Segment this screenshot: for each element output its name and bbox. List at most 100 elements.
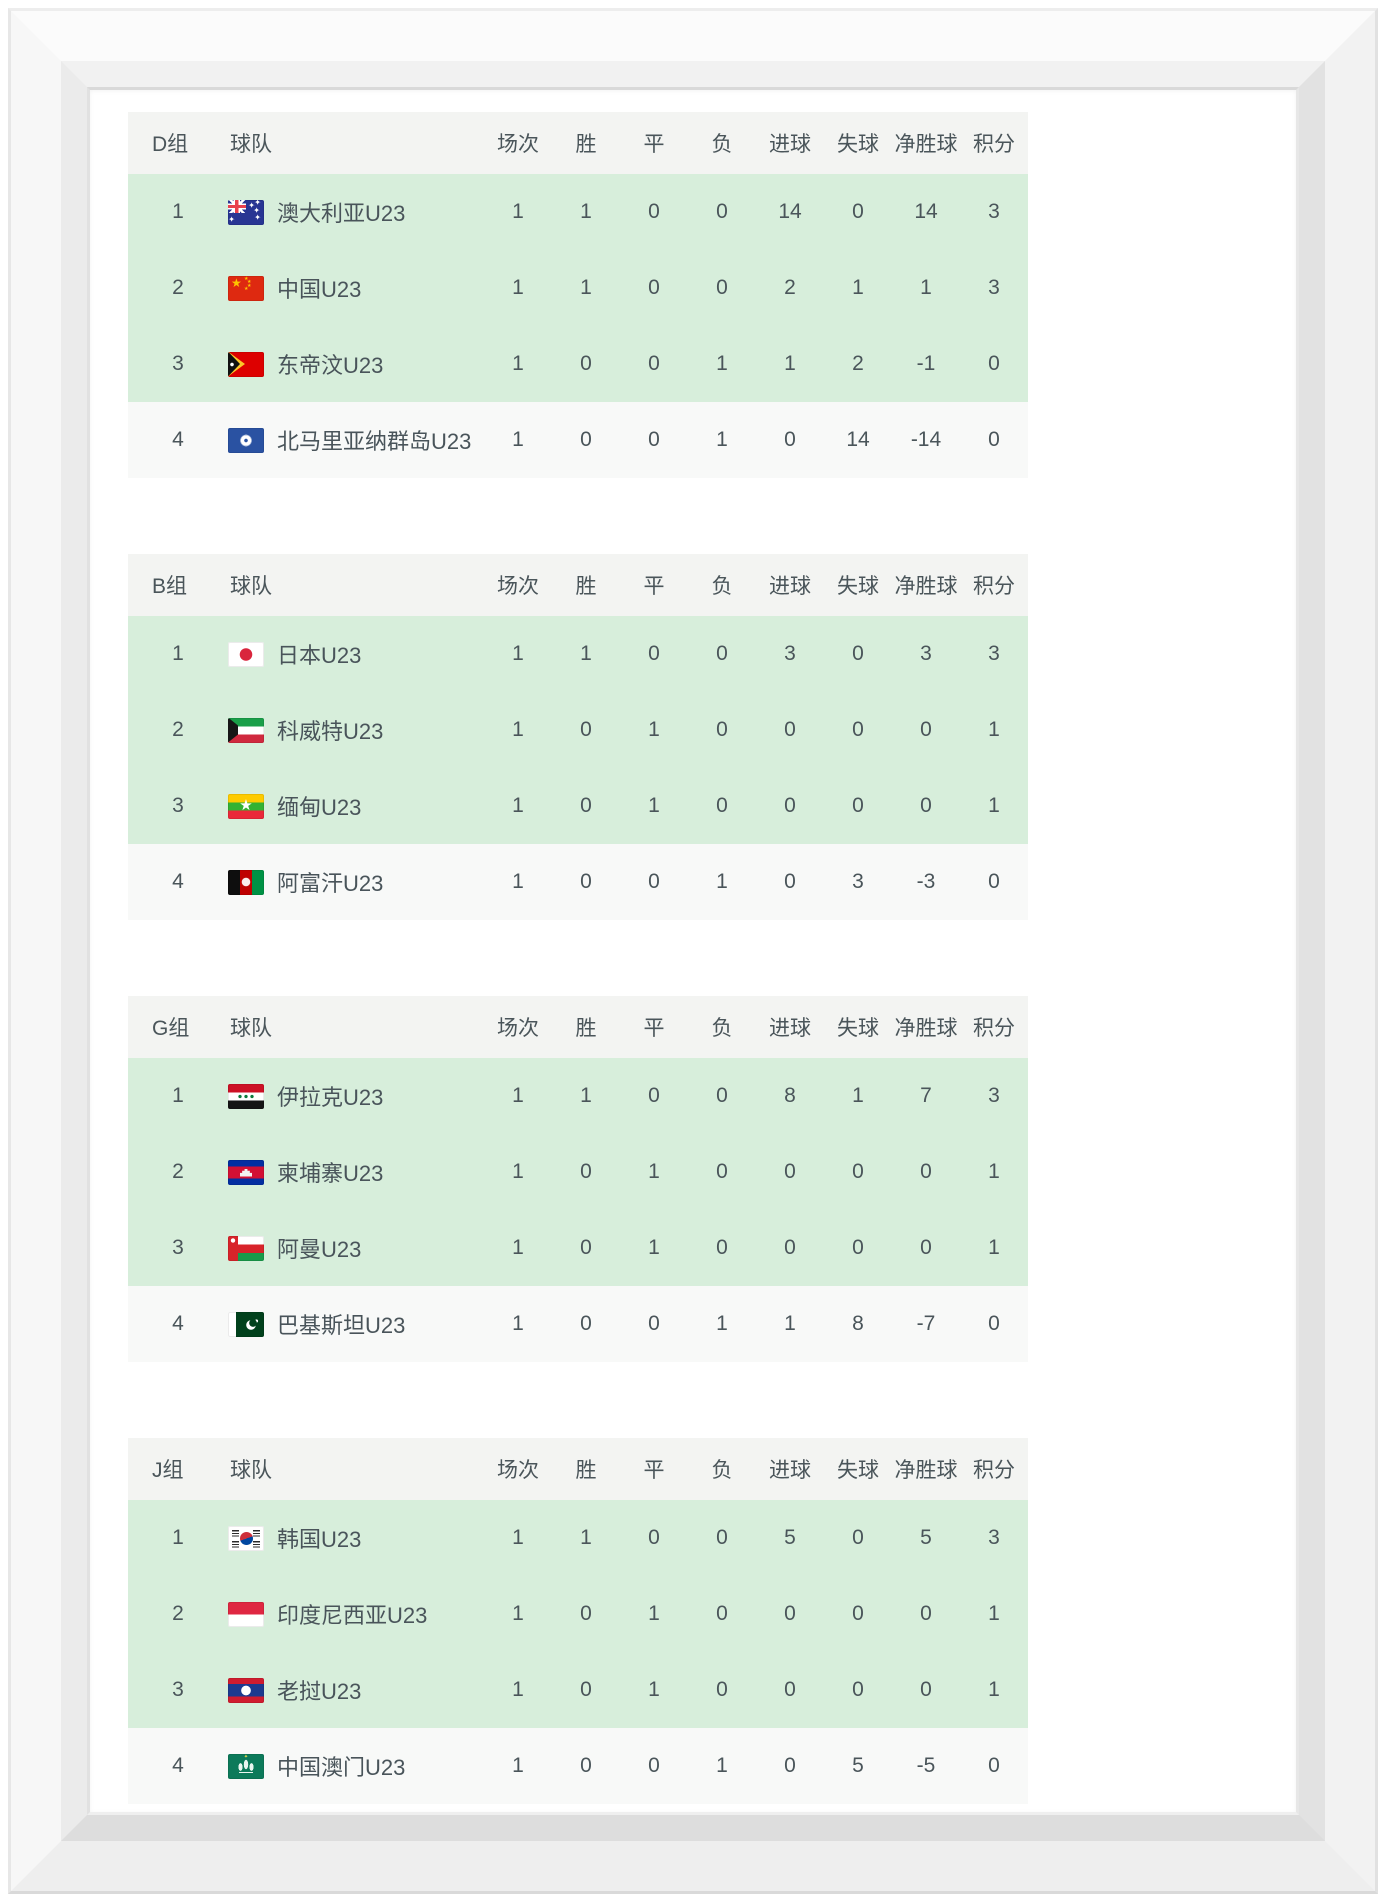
indonesia-flag-icon <box>228 1601 264 1627</box>
table-row[interactable]: 3 老挝U23 1 0 1 0 0 0 0 1 <box>128 1652 1028 1728</box>
table-row[interactable]: 4 阿富汗U23 1 0 0 1 0 3 -3 0 <box>128 844 1028 920</box>
column-header-goals-against: 失球 <box>837 133 879 156</box>
goals-for-cell: 5 <box>784 1526 796 1549</box>
column-header-drawn: 平 <box>643 575 665 598</box>
lost-cell: 0 <box>716 276 728 299</box>
goals-for-cell: 1 <box>784 352 796 375</box>
lost-cell: 1 <box>716 1754 728 1777</box>
column-header-goals-against: 失球 <box>837 1459 879 1482</box>
table-header-row: G组 球队 场次 胜 平 负 进球 失球 净胜球 积分 <box>128 996 1028 1058</box>
table-row[interactable]: 4 巴基斯坦U23 1 0 0 1 1 8 -7 0 <box>128 1286 1028 1362</box>
goal-diff-cell: 0 <box>920 794 932 817</box>
lost-cell: 1 <box>716 1312 728 1335</box>
table-row[interactable]: 3 东帝汶U23 1 0 0 1 1 2 -1 0 <box>128 326 1028 402</box>
photo-frame-band <box>11 11 1375 1891</box>
goals-against-cell: 1 <box>852 1084 864 1107</box>
rank-cell: 3 <box>172 794 184 817</box>
points-cell: 0 <box>988 428 1000 451</box>
group-table: J组 球队 场次 胜 平 负 进球 失球 净胜球 积分 1 韩国U23 1 1 … <box>128 1438 1028 1804</box>
column-header-drawn: 平 <box>643 1017 665 1040</box>
afghanistan-flag-icon <box>228 869 264 895</box>
won-cell: 0 <box>580 1678 592 1701</box>
goals-against-cell: 0 <box>852 1678 864 1701</box>
table-row[interactable]: 2 中国U23 1 1 0 0 2 1 1 3 <box>128 250 1028 326</box>
table-row[interactable]: 1 澳大利亚U23 1 1 0 0 14 0 14 3 <box>128 174 1028 250</box>
column-header-goal-diff: 净胜球 <box>894 575 958 598</box>
rank-cell: 1 <box>172 1084 184 1107</box>
won-cell: 0 <box>580 352 592 375</box>
team-name: 中国澳门U23 <box>277 1755 406 1780</box>
team-name: 日本U23 <box>277 643 362 668</box>
oman-flag-icon <box>228 1235 264 1261</box>
standings-tables: D组 球队 场次 胜 平 负 进球 失球 净胜球 积分 1 澳大利亚U23 1 … <box>128 112 1028 1880</box>
team-cell: 中国澳门U23 <box>228 1750 484 1782</box>
won-cell: 1 <box>580 276 592 299</box>
group-table: B组 球队 场次 胜 平 负 进球 失球 净胜球 积分 1 日本U23 1 1 … <box>128 554 1028 920</box>
northern-mariana-flag-icon <box>228 427 264 453</box>
rank-cell: 2 <box>172 1602 184 1625</box>
rank-cell: 1 <box>172 200 184 223</box>
macau-flag-icon <box>228 1753 264 1779</box>
table-row[interactable]: 2 柬埔寨U23 1 0 1 0 0 0 0 1 <box>128 1134 1028 1210</box>
column-header-goal-diff: 净胜球 <box>894 1459 958 1482</box>
won-cell: 0 <box>580 428 592 451</box>
australia-flag-icon <box>228 199 264 225</box>
group-label: G组 <box>152 1017 190 1040</box>
table-row[interactable]: 4 中国澳门U23 1 0 0 1 0 5 -5 0 <box>128 1728 1028 1804</box>
pakistan-flag-icon <box>228 1311 264 1337</box>
goals-against-cell: 8 <box>852 1312 864 1335</box>
team-cell: 科威特U23 <box>228 714 484 746</box>
drawn-cell: 1 <box>648 1160 660 1183</box>
table-row[interactable]: 1 韩国U23 1 1 0 0 5 0 5 3 <box>128 1500 1028 1576</box>
rank-cell: 4 <box>172 870 184 893</box>
table-row[interactable]: 3 缅甸U23 1 0 1 0 0 0 0 1 <box>128 768 1028 844</box>
rank-cell: 4 <box>172 1312 184 1335</box>
goals-against-cell: 0 <box>852 642 864 665</box>
goals-for-cell: 3 <box>784 642 796 665</box>
table-body: 1 韩国U23 1 1 0 0 5 0 5 3 2 印度尼西亚U23 1 0 1… <box>128 1500 1028 1804</box>
points-cell: 3 <box>988 1526 1000 1549</box>
played-cell: 1 <box>512 200 524 223</box>
lost-cell: 0 <box>716 1678 728 1701</box>
table-header-row: B组 球队 场次 胜 平 负 进球 失球 净胜球 积分 <box>128 554 1028 616</box>
column-header-won: 胜 <box>575 1017 597 1040</box>
team-name: 伊拉克U23 <box>277 1085 384 1110</box>
table-row[interactable]: 4 北马里亚纳群岛U23 1 0 0 1 0 14 -14 0 <box>128 402 1028 478</box>
goal-diff-cell: 0 <box>920 1602 932 1625</box>
drawn-cell: 0 <box>648 200 660 223</box>
rank-cell: 2 <box>172 1160 184 1183</box>
table-body: 1 澳大利亚U23 1 1 0 0 14 0 14 3 2 中国U23 1 1 … <box>128 174 1028 478</box>
team-cell: 韩国U23 <box>228 1522 484 1554</box>
drawn-cell: 0 <box>648 642 660 665</box>
column-header-drawn: 平 <box>643 1459 665 1482</box>
played-cell: 1 <box>512 1754 524 1777</box>
table-row[interactable]: 1 伊拉克U23 1 1 0 0 8 1 7 3 <box>128 1058 1028 1134</box>
rank-cell: 3 <box>172 352 184 375</box>
goals-against-cell: 0 <box>852 794 864 817</box>
column-header-played: 场次 <box>497 1459 539 1482</box>
lost-cell: 1 <box>716 428 728 451</box>
table-row[interactable]: 1 日本U23 1 1 0 0 3 0 3 3 <box>128 616 1028 692</box>
lost-cell: 0 <box>716 642 728 665</box>
played-cell: 1 <box>512 1084 524 1107</box>
played-cell: 1 <box>512 1678 524 1701</box>
table-row[interactable]: 2 科威特U23 1 0 1 0 0 0 0 1 <box>128 692 1028 768</box>
column-header-won: 胜 <box>575 575 597 598</box>
points-cell: 0 <box>988 870 1000 893</box>
played-cell: 1 <box>512 794 524 817</box>
lost-cell: 0 <box>716 1160 728 1183</box>
goals-against-cell: 0 <box>852 1236 864 1259</box>
played-cell: 1 <box>512 642 524 665</box>
table-row[interactable]: 2 印度尼西亚U23 1 0 1 0 0 0 0 1 <box>128 1576 1028 1652</box>
goals-for-cell: 0 <box>784 870 796 893</box>
played-cell: 1 <box>512 718 524 741</box>
drawn-cell: 1 <box>648 794 660 817</box>
table-row[interactable]: 3 阿曼U23 1 0 1 0 0 0 0 1 <box>128 1210 1028 1286</box>
goals-for-cell: 0 <box>784 1602 796 1625</box>
lost-cell: 0 <box>716 1526 728 1549</box>
lost-cell: 0 <box>716 200 728 223</box>
won-cell: 1 <box>580 1084 592 1107</box>
points-cell: 1 <box>988 1602 1000 1625</box>
team-name: 科威特U23 <box>277 719 384 744</box>
kuwait-flag-icon <box>228 717 264 743</box>
